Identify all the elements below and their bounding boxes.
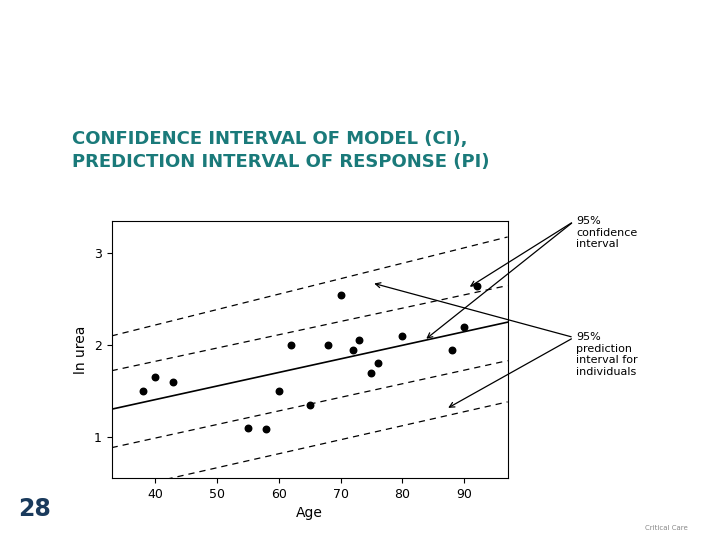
Point	[347, 346, 359, 354]
X-axis label: Age: Age	[296, 506, 323, 520]
Point	[471, 281, 482, 290]
Point	[168, 377, 179, 386]
Point	[242, 423, 253, 432]
Text: 28: 28	[18, 497, 51, 521]
Point	[366, 368, 377, 377]
Point	[261, 425, 272, 434]
Point	[354, 336, 365, 345]
Point	[335, 291, 346, 299]
Point	[323, 341, 334, 349]
Point	[137, 387, 148, 395]
Point	[285, 341, 297, 349]
Text: CONFIDENCE INTERVAL OF MODEL (CI),
PREDICTION INTERVAL OF RESPONSE (PI): CONFIDENCE INTERVAL OF MODEL (CI), PREDI…	[72, 130, 490, 171]
Y-axis label: ln urea: ln urea	[74, 326, 89, 374]
Point	[149, 373, 161, 381]
Point	[397, 332, 408, 340]
Point	[446, 346, 458, 354]
Point	[372, 359, 384, 368]
Point	[459, 322, 470, 331]
Point	[304, 400, 315, 409]
Text: 95%
prediction
interval for
individuals: 95% prediction interval for individuals	[576, 332, 638, 377]
Point	[273, 387, 284, 395]
Text: Critical Care: Critical Care	[645, 525, 688, 531]
Text: 95%
confidence
interval: 95% confidence interval	[576, 216, 637, 249]
